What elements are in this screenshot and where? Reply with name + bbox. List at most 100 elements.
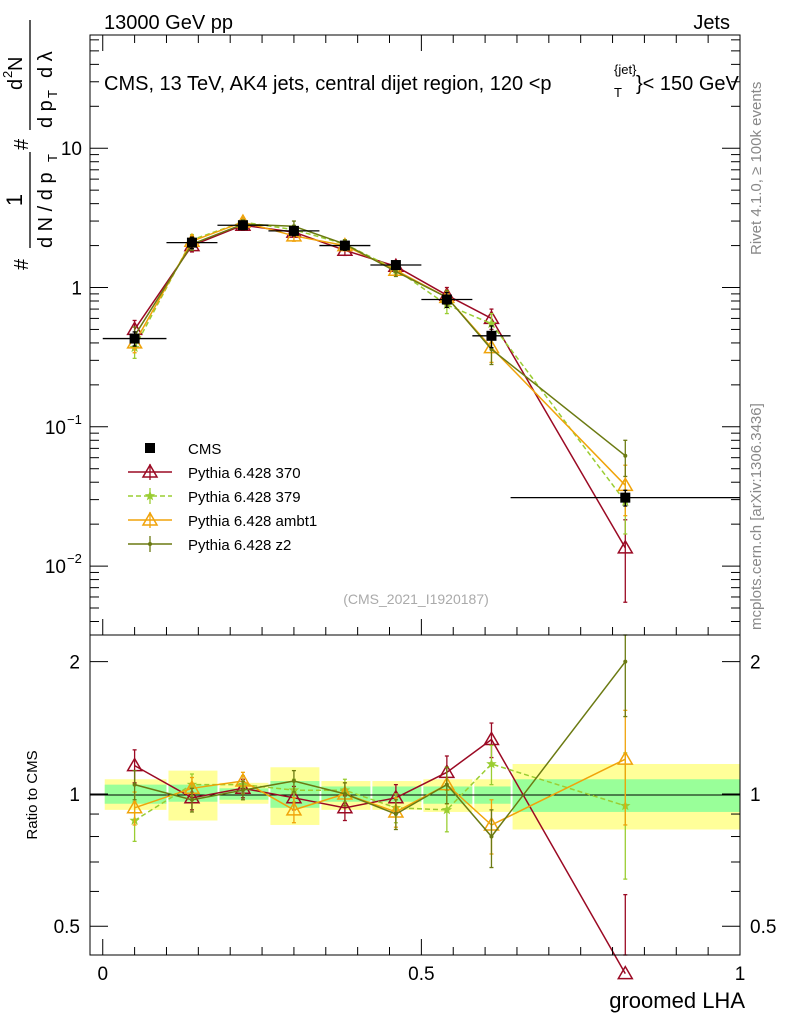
ratio-panel: 0.5 0.51 12 2 0 0.5 1 Ratio to CMS — [24, 634, 777, 985]
title-main: CMS, 13 TeV, AK4 jets, central dijet reg… — [104, 73, 552, 95]
data-point — [486, 330, 497, 341]
data-point — [393, 269, 398, 274]
main-y-tick-exponent: −2 — [67, 551, 82, 566]
ratio-x-tick-label: 0 — [97, 964, 108, 985]
ylabel-num-2: d — [5, 79, 27, 90]
ratio-y-tick-label-right: 2 — [750, 653, 761, 674]
main-series-pythia-6-428-z2 — [132, 219, 628, 478]
data-point — [339, 240, 350, 251]
ratio-point — [623, 659, 628, 664]
main-series-cms — [102, 220, 740, 507]
ratio-x-tick-label: 1 — [735, 964, 746, 985]
legend-label: Pythia 6.428 ambt1 — [188, 513, 317, 530]
data-point — [620, 492, 631, 503]
ratio-series-pythia-6-428-370 — [126, 722, 634, 980]
ratio-point — [291, 779, 296, 784]
ratio-y-tick-label-left: 2 — [69, 653, 80, 674]
legend-entry: Pythia 6.428 370 — [128, 463, 301, 482]
ylabel-hash-1: # — [11, 258, 33, 270]
main-y-tick-label: 10 — [45, 557, 66, 578]
ratio-point — [336, 799, 354, 814]
legend-marker — [144, 490, 156, 501]
ratio-series-pythia-6-428-z2 — [132, 634, 628, 869]
ratio-x-tick-label: 0.5 — [408, 964, 434, 985]
ratio-point — [616, 965, 634, 980]
ratio-point — [342, 791, 347, 796]
ratio-point — [189, 797, 194, 802]
legend-marker — [145, 443, 155, 453]
ylabel-den-2: d p — [35, 100, 57, 128]
ratio-point — [132, 782, 137, 787]
ratio-point — [489, 834, 494, 839]
title-sub: T — [614, 85, 622, 100]
ratio-point — [483, 731, 500, 746]
main-title: CMS, 13 TeV, AK4 jets, central dijet reg… — [104, 62, 740, 100]
main-y-tick-label: 1 — [71, 279, 82, 300]
ratio-y-tick-label-right: 1 — [750, 785, 761, 806]
ratio-point — [285, 801, 303, 816]
data-point — [390, 260, 401, 271]
main-y-tick-exponent: −1 — [67, 412, 82, 427]
ratio-x-tick-labels: 0 0.5 1 — [97, 964, 745, 985]
data-point — [623, 453, 628, 458]
ylabel-num-1: 1 — [2, 194, 27, 206]
data-point — [489, 347, 494, 352]
main-y-tick-label: 10 — [61, 139, 82, 160]
legend-entry: CMS — [145, 441, 221, 458]
legend-marker — [148, 542, 152, 546]
legend-marker — [141, 511, 159, 526]
legend-label: Pythia 6.428 370 — [188, 465, 301, 482]
ylabel-num-2-end: N — [5, 57, 27, 71]
header-right: Jets — [693, 12, 730, 34]
ratio-y-tick-label-left: 0.5 — [54, 917, 80, 938]
main-y-tick-label: 10 — [45, 418, 66, 439]
ratio-y-tick-label-left: 1 — [69, 785, 80, 806]
data-point — [237, 220, 248, 231]
header-left: 13000 GeV pp — [104, 12, 233, 34]
rivet-version-label: Rivet 4.1.0, ≥ 100k events — [748, 82, 765, 255]
ratio-series — [126, 634, 634, 980]
ylabel-den-2-sub: T — [45, 90, 60, 98]
title-end: }< 150 GeV — [636, 73, 740, 95]
legend-entry: Pythia 6.428 z2 — [128, 536, 291, 554]
legend-entry: Pythia 6.428 ambt1 — [128, 511, 317, 530]
ratio-point — [444, 782, 449, 787]
ratio-point — [441, 804, 453, 815]
ratio-y-axis-label: Ratio to CMS — [24, 750, 41, 839]
ylabel-hash-2: # — [11, 138, 33, 150]
main-y-ticks — [90, 35, 741, 635]
mcplots-label: mcplots.cern.ch [arXiv:1306.3436] — [748, 403, 765, 630]
main-series-pythia-6-428-379 — [129, 216, 631, 535]
ratio-y-tick-labels: 0.5 0.5 1 1 2 2 — [54, 653, 777, 939]
data-point — [288, 225, 299, 236]
legend-label: CMS — [188, 441, 221, 458]
data-point — [441, 294, 452, 305]
title-sup: {jet} — [614, 62, 637, 77]
ratio-ticks — [90, 661, 741, 955]
data-point — [129, 333, 140, 344]
analysis-watermark: (CMS_2021_I1920187) — [343, 591, 489, 607]
ratio-point — [126, 799, 143, 814]
main-y-axis-label: # 1 d N / d p T # d 2 N d p T d λ — [0, 20, 60, 270]
ratio-plot-frame — [89, 634, 741, 956]
ylabel-num-2-sup: 2 — [0, 71, 15, 78]
legend-label: Pythia 6.428 z2 — [188, 537, 291, 554]
legend-entry: Pythia 6.428 379 — [128, 488, 301, 506]
ylabel-den-1-sub: T — [45, 154, 60, 162]
legend-marker — [141, 463, 159, 478]
ratio-y-tick-label-right: 0.5 — [750, 917, 776, 938]
ylabel-den-2-end: d λ — [35, 51, 57, 78]
ratio-point — [616, 750, 634, 765]
legend-label: Pythia 6.428 379 — [188, 489, 301, 506]
ratio-point — [393, 812, 398, 817]
x-axis-label: groomed LHA — [609, 988, 745, 1013]
legend: CMS Pythia 6.428 370 Pythia 6.428 379 Pythi… — [128, 441, 317, 554]
ratio-point — [240, 788, 245, 793]
ratio-point — [486, 758, 497, 769]
ylabel-den-1: d N / d p — [35, 172, 57, 248]
main-series — [102, 213, 740, 603]
data-point — [616, 539, 634, 554]
